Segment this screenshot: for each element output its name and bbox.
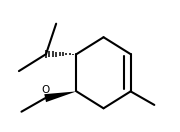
Text: O: O xyxy=(42,85,50,95)
Polygon shape xyxy=(44,91,76,102)
